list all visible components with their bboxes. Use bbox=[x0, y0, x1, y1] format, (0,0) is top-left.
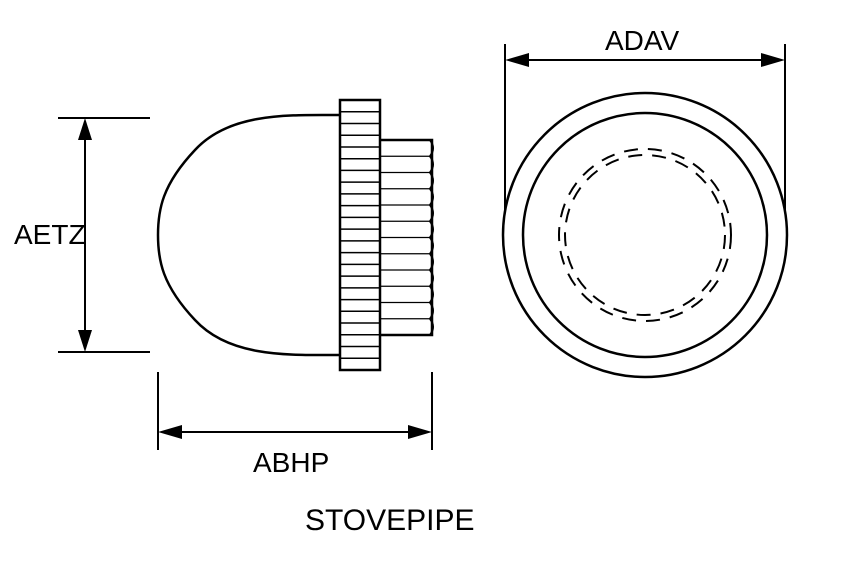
dim-abhp: ABHP bbox=[158, 372, 432, 478]
dashed-circles bbox=[559, 149, 731, 321]
outer-circle bbox=[503, 93, 787, 377]
dim-aetz: AETZ bbox=[14, 118, 150, 352]
thread-lines bbox=[380, 140, 433, 335]
side-view: AETZ ABHP bbox=[14, 100, 433, 478]
front-view: ADAV bbox=[503, 25, 787, 377]
dome-outline bbox=[158, 115, 340, 355]
label-adav: ADAV bbox=[605, 25, 679, 56]
knurl-lines bbox=[340, 112, 380, 359]
knurl-flange bbox=[340, 100, 380, 370]
label-aetz: AETZ bbox=[14, 219, 86, 250]
title: STOVEPIPE bbox=[305, 504, 475, 537]
dim-adav: ADAV bbox=[505, 25, 785, 210]
stovepipe-diagram: AETZ ABHP ADAV STOVEPIPE bbox=[0, 0, 846, 570]
label-abhp: ABHP bbox=[253, 447, 329, 478]
